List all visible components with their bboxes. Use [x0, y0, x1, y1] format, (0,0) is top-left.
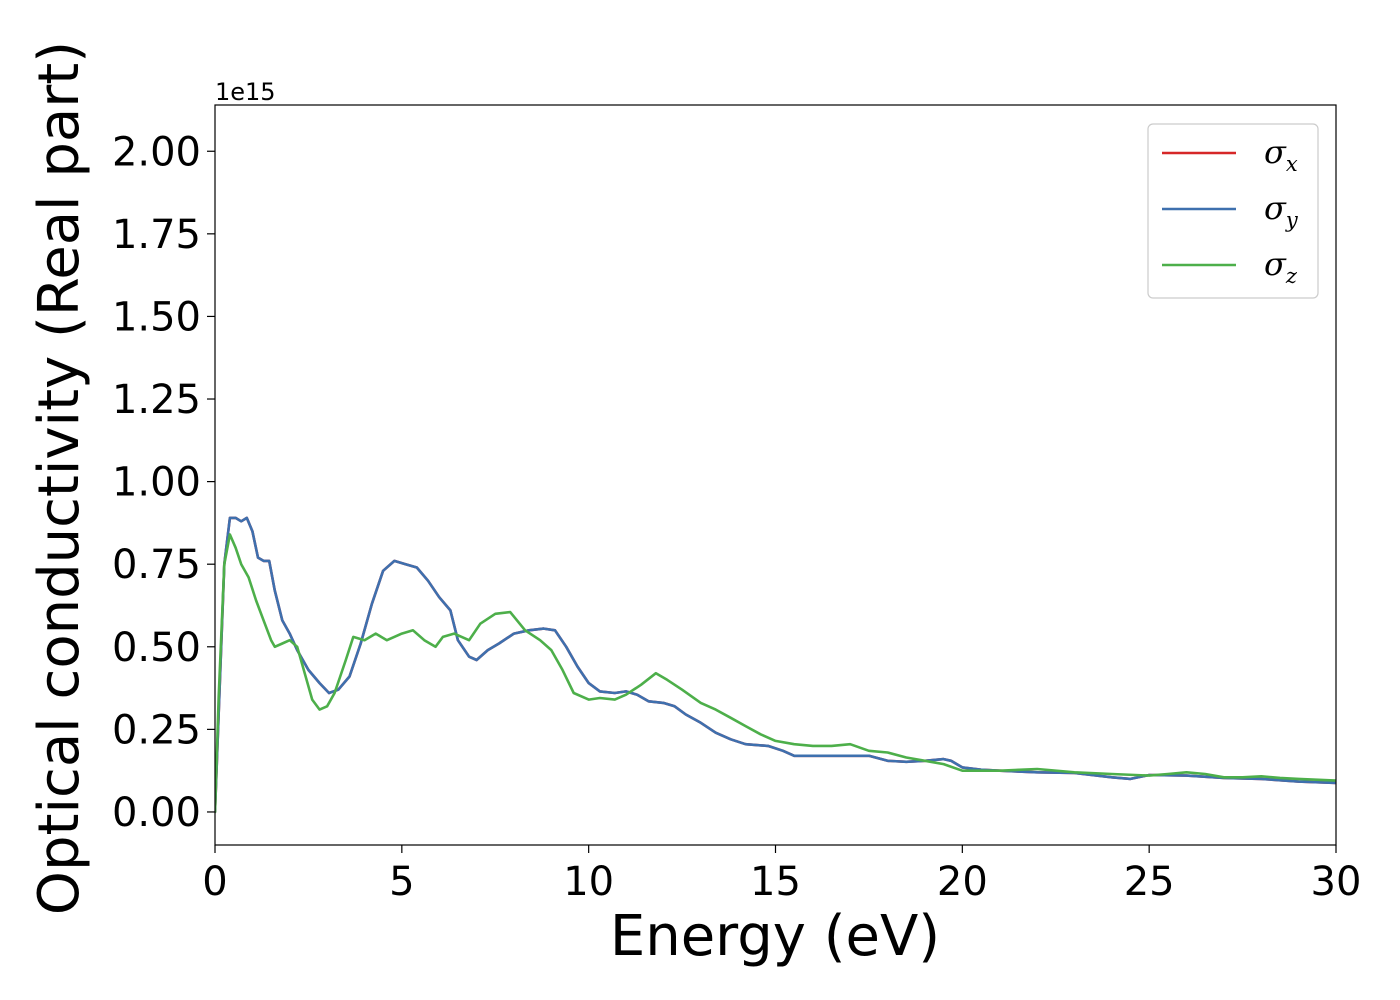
- x-axis-ticks: 0 5 10 15 20 25 30: [202, 845, 1361, 905]
- y-tick-label: 1.50: [112, 294, 201, 340]
- legend-box: [1147, 123, 1319, 299]
- y-tick-label: 1.25: [112, 377, 201, 423]
- y-tick-label: 0.75: [112, 542, 201, 588]
- x-tick-label: 25: [1124, 859, 1175, 905]
- x-tick-label: 30: [1311, 859, 1362, 905]
- y-offset-text: 1e15: [215, 78, 276, 106]
- y-tick-label: 0.50: [112, 625, 201, 671]
- y-tick-label: 1.75: [112, 212, 201, 258]
- series-line-z: [215, 533, 1336, 814]
- x-tick-label: 0: [202, 859, 227, 905]
- y-tick-label: 1.00: [112, 460, 201, 506]
- x-tick-label: 10: [563, 859, 614, 905]
- x-axis-title: Energy (eV): [610, 904, 940, 969]
- x-tick-label: 5: [389, 859, 414, 905]
- y-axis-title: Optical conductivity (Real part): [27, 41, 92, 915]
- series-line-x: [215, 516, 1336, 814]
- x-tick-label: 15: [750, 859, 801, 905]
- y-axis-ticks: 0.00 0.25 0.50 0.75 1.00 1.25 1.50 1.75 2.00: [112, 129, 215, 836]
- y-tick-label: 2.00: [112, 129, 201, 175]
- y-tick-label: 0.00: [112, 790, 201, 836]
- x-tick-label: 20: [937, 859, 988, 905]
- series-line-y: [215, 516, 1336, 814]
- legend-label-z: σz: [1264, 245, 1298, 288]
- legend-label-x: σx: [1264, 133, 1298, 176]
- legend: σx σy σz: [1147, 123, 1319, 299]
- legend-label-y: σy: [1264, 189, 1299, 232]
- plot-lines: [215, 516, 1336, 814]
- y-tick-label: 0.25: [112, 707, 201, 753]
